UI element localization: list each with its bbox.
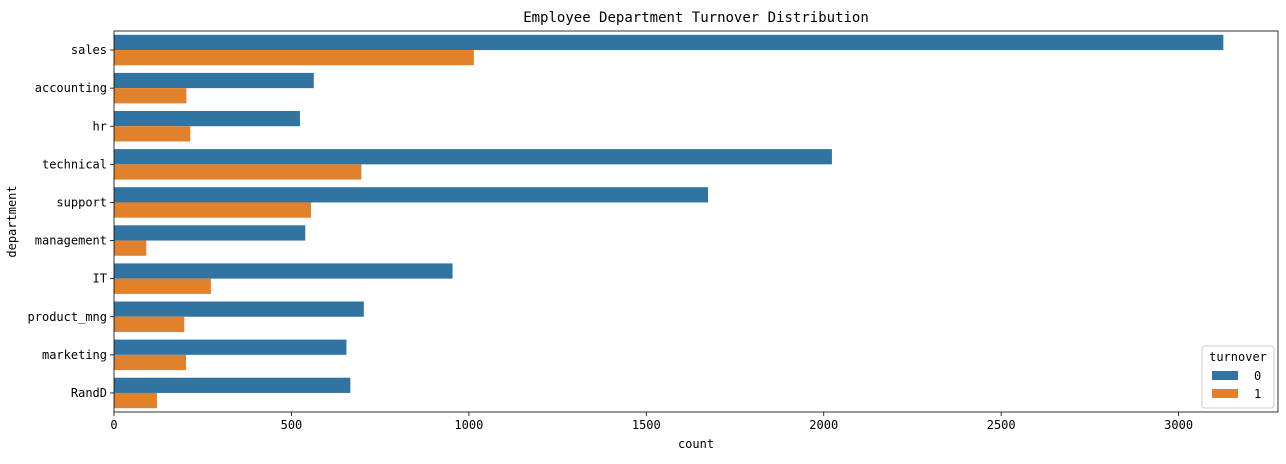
- legend-title: turnover: [1209, 350, 1267, 364]
- bar-accounting-turnover-1: [114, 88, 187, 104]
- bar-product_mng-turnover-1: [114, 316, 185, 332]
- y-axis-label: department: [5, 185, 19, 257]
- bar-RandD-turnover-0: [114, 377, 351, 393]
- x-tick-label: 2500: [987, 418, 1016, 432]
- bar-sales-turnover-1: [114, 50, 474, 66]
- x-axis-ticks: 0 500 1000 1500 2000 2500 3000: [110, 412, 1193, 432]
- legend-label-1: 1: [1254, 387, 1261, 401]
- bar-sales-turnover-0: [114, 34, 1224, 51]
- bar-accounting-turnover-0: [114, 72, 314, 89]
- bar-technical-turnover-1: [114, 164, 362, 180]
- bar-support-turnover-0: [114, 187, 709, 203]
- legend-swatch-0: [1212, 371, 1238, 380]
- bar-marketing-turnover-0: [114, 339, 347, 355]
- bar-management-turnover-0: [114, 225, 306, 241]
- y-tick-label: product_mng: [28, 310, 107, 324]
- legend-label-0: 0: [1254, 369, 1261, 383]
- y-tick-label: accounting: [35, 81, 107, 95]
- bar-IT-turnover-1: [114, 278, 211, 294]
- bar-hr-turnover-1: [114, 126, 191, 142]
- x-tick-label: 3000: [1164, 418, 1193, 432]
- bar-management-turnover-1: [114, 240, 147, 256]
- y-tick-label: sales: [71, 43, 107, 57]
- bar-support-turnover-1: [114, 202, 311, 218]
- legend: turnover 0 1: [1201, 345, 1275, 409]
- y-tick-label: IT: [93, 272, 107, 286]
- y-axis-ticks: sales accounting hr technical support managem…: [28, 43, 114, 400]
- bar-RandD-turnover-1: [114, 392, 157, 409]
- bar-product_mng-turnover-0: [114, 301, 364, 317]
- bar-marketing-turnover-1: [114, 354, 187, 371]
- bars-group: [114, 34, 1224, 409]
- x-tick-label: 0: [110, 418, 117, 432]
- x-axis-label: count: [678, 437, 714, 451]
- y-tick-label: technical: [42, 157, 107, 171]
- y-tick-label: management: [35, 234, 107, 248]
- plot-frame: [113, 30, 1279, 413]
- bar-IT-turnover-0: [114, 263, 453, 279]
- x-tick-label: 500: [281, 418, 303, 432]
- bar-hr-turnover-0: [114, 111, 300, 127]
- y-tick-label: RandD: [71, 386, 107, 400]
- chart-title: Employee Department Turnover Distributio…: [523, 10, 869, 26]
- y-tick-label: marketing: [42, 348, 107, 362]
- x-tick-label: 1500: [632, 418, 661, 432]
- y-tick-label: support: [56, 195, 107, 209]
- legend-swatch-1: [1212, 389, 1238, 398]
- bar-technical-turnover-0: [114, 149, 832, 165]
- x-tick-label: 2000: [809, 418, 838, 432]
- y-tick-label: hr: [93, 119, 107, 133]
- x-tick-label: 1000: [454, 418, 483, 432]
